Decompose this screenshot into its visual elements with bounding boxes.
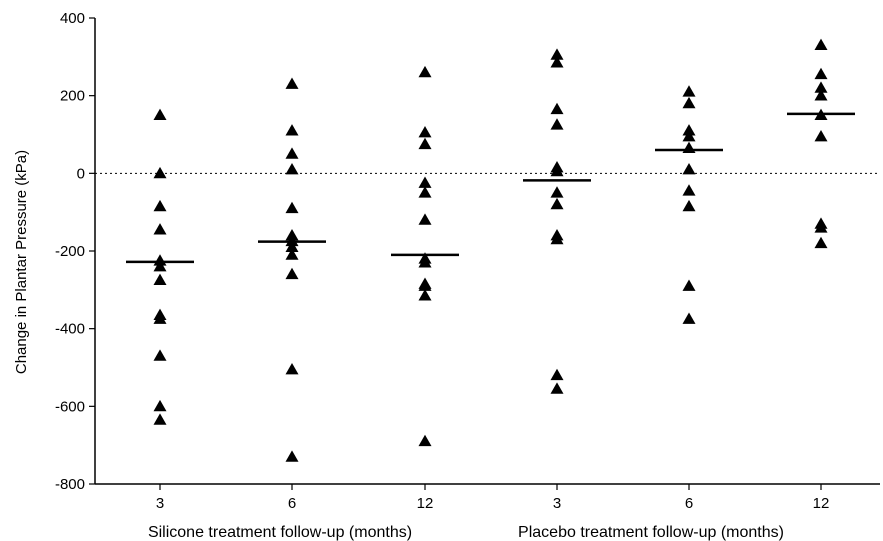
data-point-triangle: [814, 81, 828, 93]
y-tick-label: -200: [55, 243, 85, 260]
data-point-triangle: [418, 186, 432, 198]
data-point-triangle: [682, 279, 696, 291]
x-tick-label: 3: [156, 495, 164, 512]
data-point-triangle: [153, 413, 167, 425]
y-tick-label: -800: [55, 476, 85, 493]
data-point-triangle: [550, 56, 564, 68]
data-point-triangle: [153, 260, 167, 272]
data-point-triangle: [153, 349, 167, 361]
data-point-triangle: [418, 126, 432, 138]
data-point-triangle: [814, 236, 828, 249]
data-point-triangle: [153, 108, 167, 120]
y-axis-label: Change in Plantar Pressure (kPa): [13, 150, 30, 374]
data-point-triangle: [285, 228, 299, 241]
data-point-triangle: [814, 38, 828, 51]
group-label-placebo: Placebo treatment follow-up (months): [518, 524, 784, 541]
y-axis: 400 200 0 -200 -400 -600 -800: [55, 10, 95, 493]
data-point-triangle: [285, 147, 299, 159]
data-point-triangle: [550, 197, 564, 210]
data-point-triangle: [285, 240, 299, 252]
data-point-triangle: [285, 362, 299, 375]
data-point-triangle: [418, 256, 432, 268]
data-point-triangle: [814, 221, 828, 233]
data-point-triangle: [682, 96, 696, 109]
data-point-triangle: [153, 166, 167, 179]
data-point-triangle: [550, 232, 564, 245]
x-tick-label: 3: [553, 495, 561, 512]
data-point-triangle: [814, 89, 828, 101]
data-point-triangle: [550, 102, 564, 115]
data-point-triangle: [418, 176, 432, 188]
group-label-silicone: Silicone treatment follow-up (months): [148, 524, 412, 541]
data-point-triangle: [285, 201, 299, 214]
data-point-triangle: [418, 65, 432, 78]
data-points: [153, 38, 828, 462]
data-point-triangle: [550, 164, 564, 177]
data-point-triangle: [682, 162, 696, 175]
x-tick-label: 12: [417, 495, 434, 512]
data-point-triangle: [814, 129, 828, 142]
y-tick-label: 200: [60, 88, 85, 105]
data-point-triangle: [418, 279, 432, 291]
data-point-triangle: [153, 223, 167, 235]
data-point-triangle: [550, 118, 564, 130]
x-tick-label: 6: [685, 495, 693, 512]
y-tick-label: 400: [60, 10, 85, 27]
data-point-triangle: [682, 312, 696, 324]
y-tick-label: 0: [77, 165, 85, 182]
y-tick-label: -400: [55, 321, 85, 338]
x-axis: 3 6 12 3 6 12: [156, 484, 830, 512]
data-point-triangle: [682, 85, 696, 97]
data-point-triangle: [285, 450, 299, 462]
data-point-triangle: [285, 124, 299, 136]
data-point-triangle: [418, 434, 432, 447]
x-tick-label: 12: [813, 495, 830, 512]
data-point-triangle: [814, 67, 828, 80]
data-point-triangle: [153, 312, 167, 324]
data-point-triangle: [550, 368, 564, 381]
data-point-triangle: [153, 199, 167, 212]
y-tick-label: -600: [55, 398, 85, 415]
data-point-triangle: [418, 213, 432, 225]
data-point-triangle: [418, 289, 432, 301]
data-point-triangle: [285, 77, 299, 89]
data-point-triangle: [153, 273, 167, 285]
data-point-triangle: [682, 129, 696, 142]
median-lines: [126, 112, 855, 264]
x-tick-label: 6: [288, 495, 296, 512]
data-point-triangle: [550, 382, 564, 394]
data-point-triangle: [418, 137, 432, 150]
data-point-triangle: [285, 267, 299, 280]
data-point-triangle: [550, 186, 564, 198]
plot-frame: [94, 18, 880, 485]
data-point-triangle: [285, 248, 299, 260]
data-point-triangle: [550, 48, 564, 60]
data-point-triangle: [682, 184, 696, 196]
data-point-triangle: [682, 124, 696, 136]
data-point-triangle: [682, 199, 696, 212]
data-point-triangle: [285, 162, 299, 175]
data-point-triangle: [153, 399, 167, 412]
